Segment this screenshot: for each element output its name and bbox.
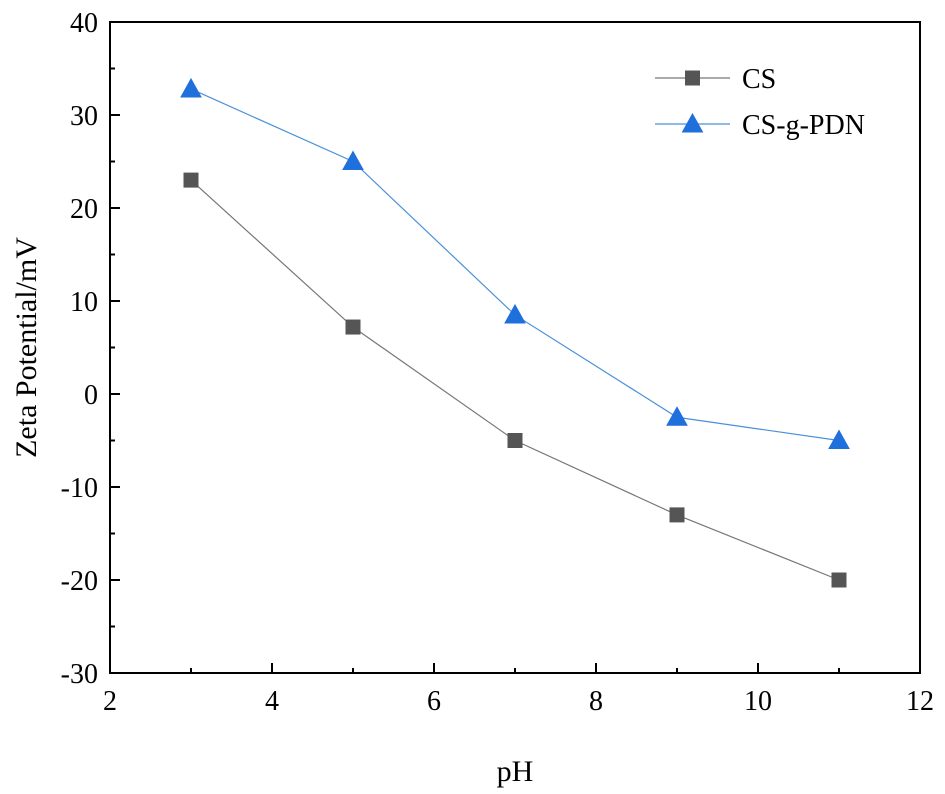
y-axis-title: Zeta Potential/mV [10,237,43,458]
y-tick-label: 0 [84,380,98,411]
y-tick-label: -10 [61,473,98,504]
data-point [666,406,688,426]
x-tick-label: 6 [427,686,441,717]
series-line [190,179,840,581]
series-cs [183,172,847,588]
x-tick-label: 12 [906,686,934,717]
legend-marker [685,70,700,86]
data-point [831,572,847,588]
series-cs-g-pdn [180,77,850,449]
data-point [507,433,523,448]
legend-item: CS-g-PDN [655,110,865,141]
legend-label: CS-g-PDN [742,110,865,141]
series-layer [180,77,850,588]
y-tick-label: 30 [70,101,98,132]
x-tick-label: 2 [103,686,117,717]
data-point [669,507,685,523]
y-tick-label: 20 [70,194,98,225]
x-tick-label: 8 [589,686,603,717]
x-tick-label: 10 [744,686,772,717]
data-point [342,150,364,170]
x-tick-label: 4 [265,686,279,717]
data-point [183,172,199,188]
legend-marker [681,112,704,133]
data-point [504,303,526,324]
y-tick-label: 10 [70,287,98,318]
y-tick-label: -20 [61,566,98,597]
data-point [180,77,202,98]
legend: CS CS-g-PDN [655,64,865,141]
axes: 2 4 6 8 10 12 -30 -20 -10 0 10 20 30 40 [61,8,934,717]
x-axis-title: pH [497,755,534,788]
series-line [190,88,840,442]
y-tick-label: -30 [61,659,98,690]
legend-label: CS [742,64,776,95]
legend-item: CS [655,64,776,95]
y-tick-label: 40 [70,8,98,39]
data-point [345,319,361,335]
data-point [828,429,850,449]
